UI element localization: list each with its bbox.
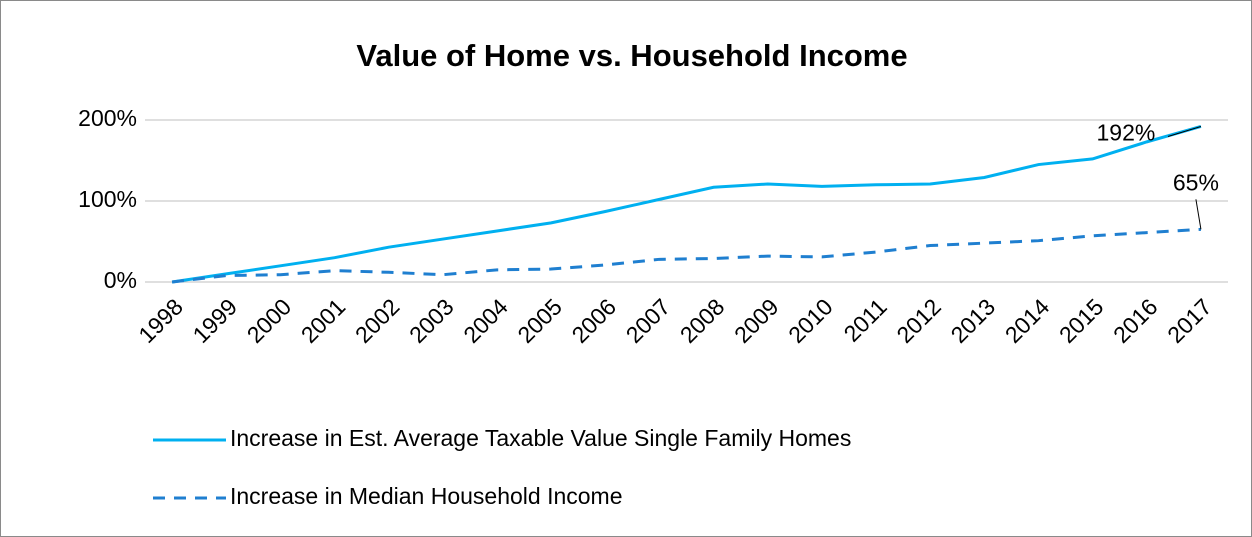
line (171, 227, 1202, 284)
line (171, 125, 1202, 284)
label-leader (1195, 199, 1202, 230)
data-label: 65% (1173, 169, 1219, 195)
y-tick-label: 0% (104, 267, 137, 293)
y-tick-label: 200% (78, 105, 137, 131)
y-tick-label: 100% (78, 186, 137, 212)
legend-label: Increase in Est. Average Taxable Value S… (230, 425, 851, 451)
chart-title: Value of Home vs. Household Income (356, 38, 907, 73)
data-label: 192% (1097, 120, 1156, 146)
label-leader (1167, 126, 1202, 137)
legend-label: Increase in Median Household Income (230, 483, 623, 509)
